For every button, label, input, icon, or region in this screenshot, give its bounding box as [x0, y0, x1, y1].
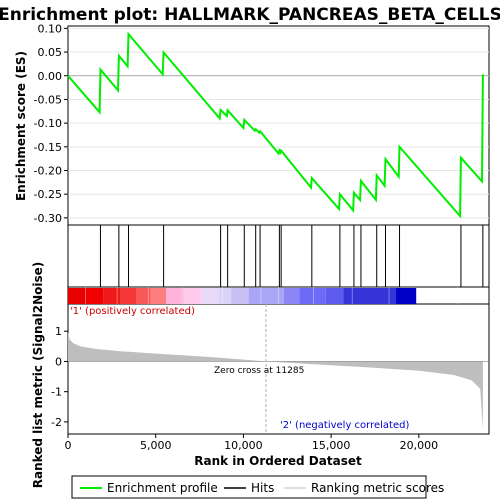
- metric-tick-label: 0: [55, 355, 62, 368]
- es-tick-label: -0.20: [34, 165, 62, 178]
- positive-correlation-label: '1' (positively correlated): [70, 306, 195, 317]
- enrichment-profile-layer: [67, 31, 484, 219]
- es-y-axis-ticks: 0.10 0.05 0.00 -0.05 -0.10 -0.15 -0.20 -0.25 -0.…: [34, 22, 68, 225]
- heatmap-segment: [248, 288, 284, 304]
- heatmap-segment: [85, 288, 104, 304]
- heatmap-segment: [325, 288, 344, 304]
- legend-metric-label: Ranking metric scores: [311, 481, 444, 495]
- heatmap-segment: [150, 288, 167, 304]
- legend-es-label: Enrichment profile: [107, 481, 218, 495]
- x-tick-label: 5,000: [140, 439, 172, 452]
- es-tick-label: -0.05: [34, 93, 62, 106]
- metric-axis-label: Ranked list metric (Signal2Noise): [31, 262, 45, 489]
- es-tick-label: 0.10: [38, 22, 63, 35]
- es-tick-label: -0.10: [34, 117, 62, 130]
- es-tick-label: 0.05: [38, 46, 63, 59]
- es-axis-label: Enrichment score (ES): [14, 51, 28, 201]
- heatmap-segment: [120, 288, 137, 304]
- chart-title: Enrichment plot: HALLMARK_PANCREAS_BETA_…: [0, 5, 500, 25]
- es-panel-frame: [67, 25, 490, 226]
- hits-panel-frame: [67, 224, 490, 288]
- negative-correlation-label: '2' (negatively correlated): [280, 420, 409, 431]
- heatmap-segment: [218, 288, 232, 304]
- heatmap-segment: [283, 288, 300, 304]
- x-axis-ticks: 0 5,000 10,000 15,000 20,000: [65, 434, 439, 452]
- es-tick-label: -0.30: [34, 212, 62, 225]
- legend-hits-label: Hits: [251, 481, 274, 495]
- heatmap-segment: [201, 288, 219, 304]
- heatmap-segment: [183, 288, 202, 304]
- x-tick-label: 10,000: [224, 439, 263, 452]
- heatmap-segment: [396, 288, 417, 304]
- legend: Enrichment profile Hits Ranking metric s…: [71, 475, 444, 499]
- es-tick-label: -0.25: [34, 188, 62, 201]
- metric-tick-label: 1: [55, 325, 62, 338]
- ranking-metric-layer: [68, 304, 489, 434]
- x-tick-label: 20,000: [400, 439, 439, 452]
- x-tick-label: 15,000: [312, 439, 351, 452]
- zero-cross-label: Zero cross at 11285: [214, 366, 304, 376]
- heatmap-segment: [68, 288, 86, 304]
- es-tick-label: 0.00: [38, 70, 63, 83]
- heatmap-segment: [136, 288, 151, 304]
- es-tick-label: -0.15: [34, 141, 62, 154]
- metric-tick-label: -2: [51, 416, 62, 429]
- x-tick-label: 0: [65, 439, 72, 452]
- metric-area: [68, 332, 483, 430]
- hits-layer: [99, 225, 484, 287]
- heatmap-segment: [231, 288, 249, 304]
- metric-tick-label: -1: [51, 386, 62, 399]
- enrichment-profile-line: [67, 31, 484, 219]
- metric-y-axis-ticks: 1 0 -1 -2: [51, 325, 68, 429]
- heatmap-segment: [166, 288, 184, 304]
- heatmap-segment: [343, 288, 397, 304]
- heatmap-segment: [299, 288, 326, 304]
- x-axis-label: Rank in Ordered Dataset: [194, 454, 362, 468]
- ranked-heatmap: [68, 287, 458, 304]
- es-gridlines: [68, 27, 489, 219]
- heatmap-segment: [103, 288, 121, 304]
- legend-box: [71, 475, 427, 499]
